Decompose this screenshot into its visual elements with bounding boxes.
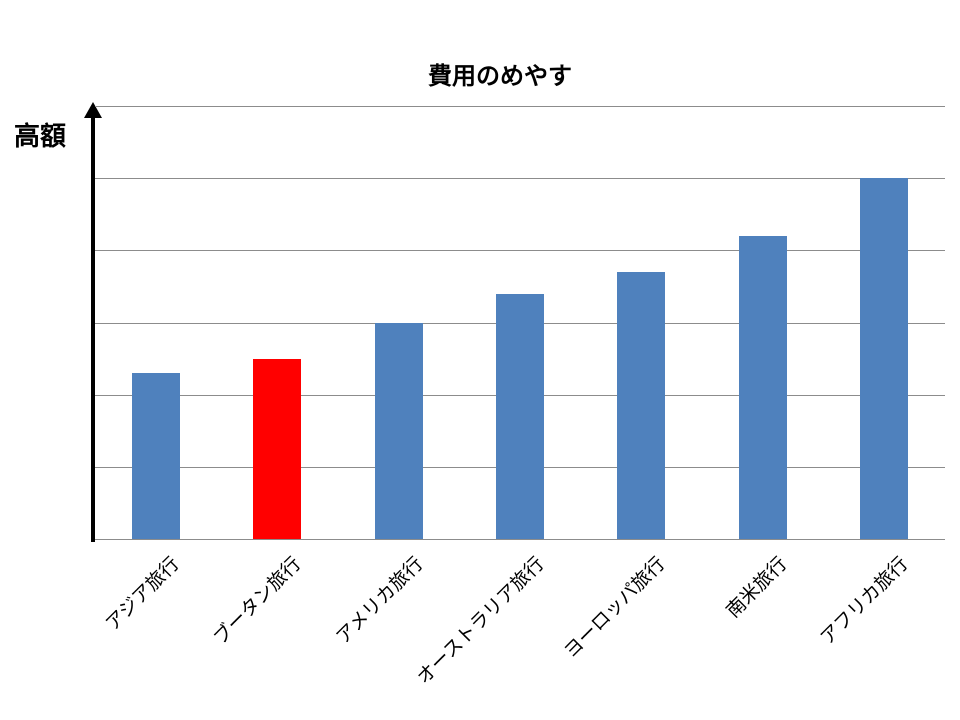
x-tick-label: アジア旅行 — [101, 552, 185, 636]
x-tick-label: オーストラリア旅行 — [412, 552, 549, 689]
y-axis-line — [91, 112, 95, 542]
chart-title: 費用のめやす — [428, 62, 572, 90]
gridline — [95, 106, 945, 107]
x-tick-label: 南米旅行 — [721, 552, 792, 623]
up-arrow-icon — [84, 102, 102, 118]
x-tick-label: ブータン旅行 — [209, 552, 306, 650]
gridline — [95, 178, 945, 180]
gridline — [95, 250, 945, 252]
plot-area — [84, 102, 945, 542]
bar-6 — [860, 178, 909, 539]
bar-5 — [738, 235, 787, 539]
y-axis-label: 高額 — [14, 122, 67, 152]
bar-2 — [374, 322, 423, 539]
bar-0 — [131, 373, 180, 539]
x-tick-label: ヨーロッパ旅行 — [560, 552, 670, 663]
x-tick-label: アフリカ旅行 — [816, 552, 913, 650]
bar-4 — [617, 271, 666, 539]
bar-3 — [496, 293, 544, 539]
gridline — [95, 539, 945, 540]
bar-1 — [253, 358, 302, 539]
x-tick-label: アメリカ旅行 — [331, 552, 427, 649]
